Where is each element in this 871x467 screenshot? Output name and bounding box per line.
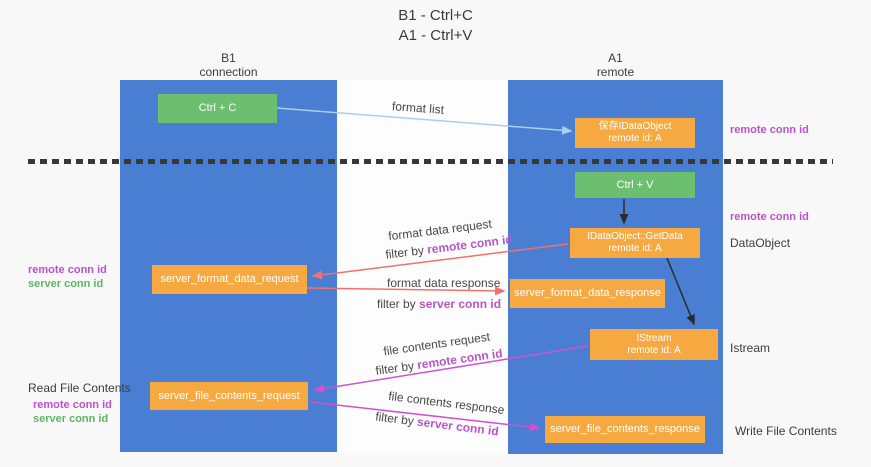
istream-line1: IStream xyxy=(636,332,672,344)
remote-conn-id-annotation-top: remote conn id xyxy=(730,124,809,136)
ctrl-v-box: Ctrl + V xyxy=(575,172,695,198)
istream-box: IStream remote id: A xyxy=(590,329,718,360)
idataobject-getdata-box: IDataObject::GetData remote id: A xyxy=(570,228,700,258)
format-data-response-filter-label: filter by server conn id xyxy=(377,297,501,311)
save-idataobject-line1: 保存IDataObject xyxy=(598,121,672,132)
diagram-title-line2: A1 - Ctrl+V xyxy=(398,27,473,44)
istream-line2: remote id: A xyxy=(627,344,681,356)
server-format-data-response-box: server_format_data_response xyxy=(510,279,665,308)
dataobject-annotation: DataObject xyxy=(730,236,791,250)
remote-conn-id-annotation-mid: remote conn id xyxy=(730,211,809,223)
istream-annotation: Istream xyxy=(730,341,771,355)
server-conn-id-annotation-left-bottom: server conn id xyxy=(33,413,109,425)
server-format-data-request-box: server_format_data_request xyxy=(152,265,307,294)
server-format-data-response-label: server_format_data_response xyxy=(514,287,661,299)
copy-paste-separator-dashed-line xyxy=(28,159,833,164)
remote-conn-id-annotation-left-bottom: remote conn id xyxy=(33,399,112,411)
server-file-contents-response-label: server_file_contents_response xyxy=(550,423,700,435)
getdata-line2: remote id: A xyxy=(608,243,662,254)
diagram-title-line1: B1 - Ctrl+C xyxy=(398,7,473,24)
write-file-contents-annotation: Write File Contents xyxy=(735,424,837,438)
save-idataobject-box: 保存IDataObject remote id: A xyxy=(575,118,695,148)
lifeline-a1-role: remote xyxy=(596,65,635,79)
filter-by-text: filter by xyxy=(377,297,420,311)
read-file-contents-annotation: Read File Contents xyxy=(28,381,131,395)
ctrl-c-box: Ctrl + C xyxy=(158,94,277,123)
ctrl-v-label: Ctrl + V xyxy=(616,178,654,191)
server-file-contents-request-box: server_file_contents_request xyxy=(150,382,308,410)
remote-conn-id-annotation-left: remote conn id xyxy=(28,264,107,276)
lifeline-b1-role: connection xyxy=(199,65,258,79)
server-conn-id-annotation-left: server conn id xyxy=(28,278,104,290)
getdata-line1: IDataObject::GetData xyxy=(587,231,683,242)
lifeline-header-a1: A1 remote xyxy=(565,51,666,79)
lifeline-b1-name: B1 xyxy=(221,51,236,65)
server-format-data-request-label: server_format_data_request xyxy=(160,273,299,285)
server-file-contents-request-label: server_file_contents_request xyxy=(158,389,300,402)
lifeline-header-b1: B1 connection xyxy=(178,51,279,79)
save-idataobject-line2: remote id: A xyxy=(608,133,662,144)
server-conn-id-highlight: server conn id xyxy=(419,297,502,311)
format-data-response-label: format data response xyxy=(387,276,501,290)
server-file-contents-response-box: server_file_contents_response xyxy=(545,416,705,443)
lifeline-a1-name: A1 xyxy=(608,51,623,65)
ctrl-c-label: Ctrl + C xyxy=(198,102,237,114)
